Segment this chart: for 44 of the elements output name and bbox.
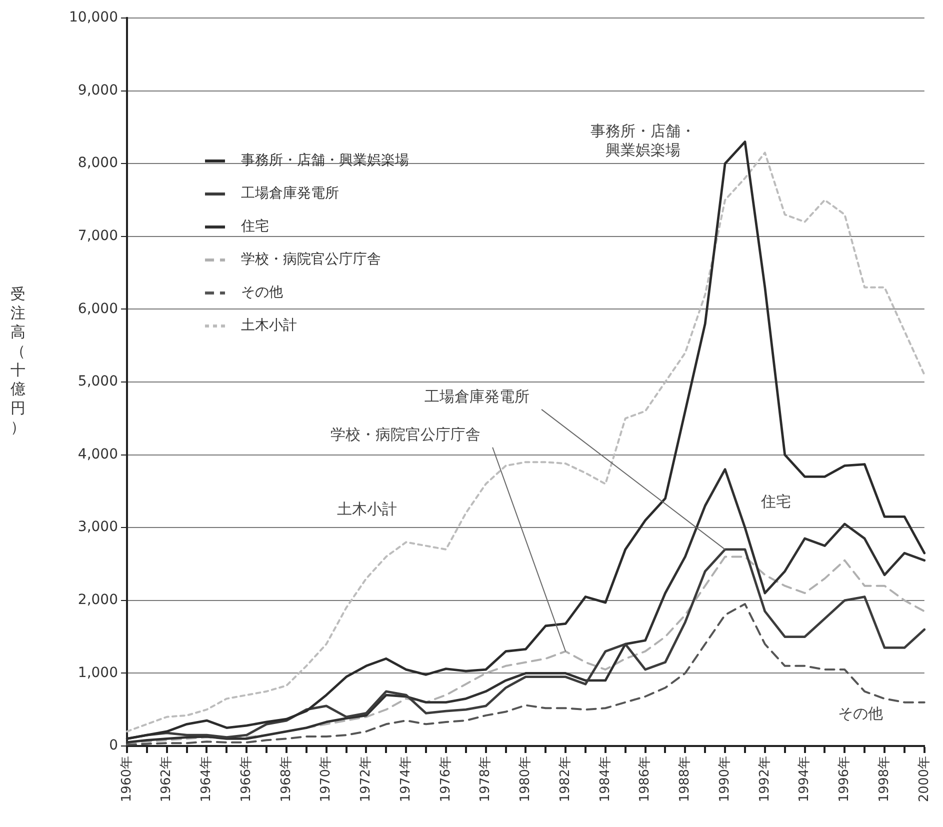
x-tick-label: 1960年: [119, 756, 134, 802]
y-tick-label: 2,000: [78, 592, 118, 608]
annotation: 土木小計: [337, 500, 398, 518]
x-tick-label: 1970年: [318, 756, 334, 802]
y-tick-label: 10,000: [69, 10, 118, 26]
y-tick-label: 8,000: [78, 155, 118, 172]
annotation: 事務所・店舗・興業娯楽場: [590, 122, 696, 159]
x-tick-label: 1998年: [876, 756, 892, 802]
y-tick-label: 6,000: [78, 300, 118, 317]
x-tick-label: 1992年: [757, 756, 772, 802]
y-tick-label: 7,000: [78, 228, 118, 244]
y-tick-label: 0: [109, 738, 118, 754]
y-tick-label: 5,000: [78, 374, 118, 390]
x-tick-label: 1982年: [558, 756, 573, 802]
y-tick-label: 9,000: [78, 82, 118, 98]
annotation: 住宅: [760, 492, 792, 510]
annotation: その他: [838, 704, 884, 723]
x-tick-label: 1974年: [398, 756, 414, 802]
y-tick-label: 3,000: [78, 519, 118, 536]
legend-label: 住宅: [240, 218, 269, 235]
x-tick-label: 1988年: [678, 756, 693, 802]
x-tick-label: 2000年: [916, 756, 932, 802]
x-tick-label: 1972年: [358, 756, 374, 802]
legend-label: 工場倉庫発電所: [241, 186, 339, 202]
x-tick-label: 1978年: [478, 756, 494, 802]
y-axis-title: 受注高（十億円）: [10, 285, 26, 437]
x-tick-label: 1984年: [598, 756, 613, 802]
annotation: 学校・病院官公庁庁舎: [330, 425, 481, 444]
x-tick-label: 1968年: [278, 756, 294, 802]
legend-label: その他: [241, 284, 283, 301]
legend-label: 学校・病院官公庁庁舎: [241, 252, 381, 268]
x-tick-label: 1966年: [238, 756, 254, 802]
x-tick-label: 1996年: [837, 756, 852, 802]
x-tick-label: 1962年: [159, 756, 174, 802]
y-tick-label: 1,000: [78, 664, 118, 681]
y-tick-label: 4,000: [78, 446, 118, 462]
x-tick-label: 1990年: [717, 756, 732, 802]
annotation: 工場倉庫発電所: [424, 387, 530, 406]
x-tick-label: 1980年: [518, 756, 534, 802]
x-tick-label: 1964年: [199, 756, 214, 802]
legend-label: 土木小計: [241, 318, 297, 334]
x-tick-label: 1976年: [438, 756, 454, 802]
x-tick-label: 1994年: [797, 756, 812, 802]
x-tick-label: 1986年: [638, 756, 653, 802]
